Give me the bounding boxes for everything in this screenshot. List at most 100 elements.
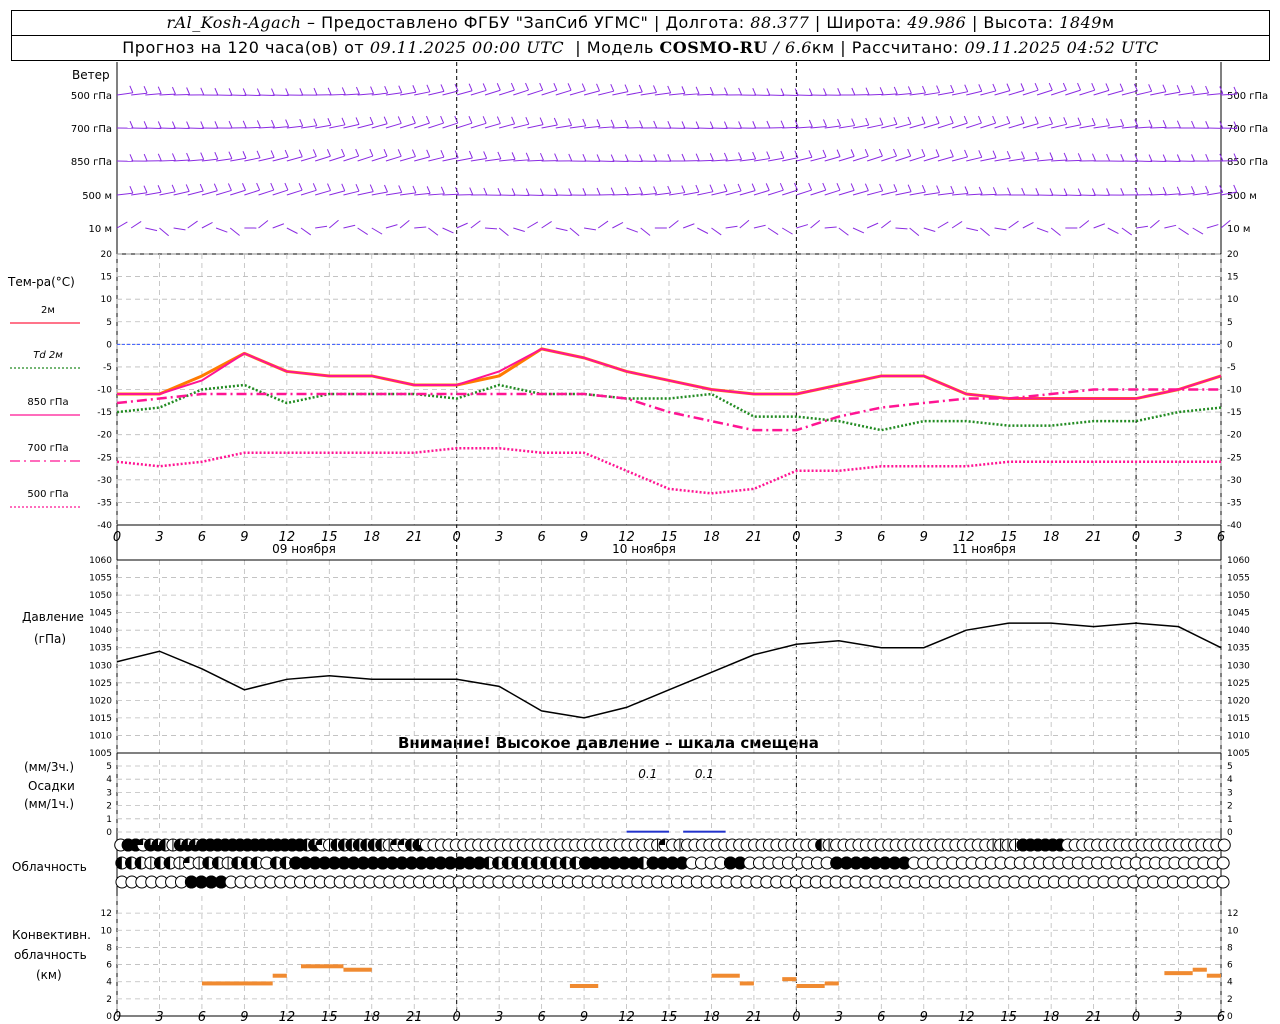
wind-barb: [1008, 220, 1019, 229]
hour-tick-label-bottom: 15: [661, 1010, 678, 1024]
wind-barb-feather: [1021, 151, 1025, 159]
wind-barb: [300, 227, 312, 236]
cloud-cover-half: [231, 857, 238, 869]
wind-barb-feather: [1133, 83, 1138, 92]
precip-tick-right: 1: [1227, 815, 1233, 825]
temp-tick-right: -40: [1227, 521, 1242, 531]
wind-barb-feather: [1034, 116, 1039, 124]
wind-barb-feather: [780, 88, 785, 96]
temp-tick-left: 0: [106, 340, 112, 350]
hour-tick-label: 12: [279, 530, 296, 545]
pressure-tick-left: 1015: [89, 714, 112, 724]
wind-barb: [1136, 160, 1153, 163]
wind-barb-feather: [525, 116, 530, 125]
cloud-cover-circle: [1216, 875, 1230, 889]
wind-barb: [1008, 89, 1025, 96]
wind-barb: [1150, 126, 1167, 129]
wind-barb-feather: [737, 183, 742, 192]
hour-tick-label-bottom: 18: [363, 1010, 380, 1024]
hour-tick-label: 0: [113, 530, 121, 545]
wind-barb-feather: [681, 121, 686, 129]
wind-barb: [923, 192, 940, 196]
pressure-tick-right: 1050: [1227, 591, 1250, 601]
wind-barb-feather: [1034, 83, 1039, 91]
wind-barb-feather: [1105, 118, 1110, 126]
wind-barb: [187, 190, 204, 196]
temp-tick-right: 15: [1227, 273, 1238, 283]
wind-barb: [1121, 227, 1132, 236]
wind-barb-feather: [1105, 83, 1110, 91]
wind-barb: [767, 157, 784, 162]
wind-barb-feather: [284, 182, 289, 191]
wind-barb-feather: [510, 82, 515, 91]
wind-level-label-right: 850 гПа: [1227, 157, 1268, 168]
wind-barb-feather: [1020, 116, 1025, 124]
wind-level-label-right: 500 м: [1227, 191, 1257, 202]
wind-barb: [428, 90, 445, 96]
hour-tick-label-bottom: 3: [495, 1010, 503, 1024]
wind-barb: [923, 122, 940, 129]
wind-barb: [937, 122, 954, 129]
temp-tick-left: -40: [97, 521, 112, 531]
wind-barb-feather: [1077, 153, 1082, 161]
hour-tick-label: 21: [406, 530, 423, 545]
wind-barb: [527, 124, 544, 129]
header-line-1: rAl_Kosh-Agach – Предоставлено ФГБУ "Зап…: [11, 10, 1270, 36]
pressure-tick-left: 1060: [89, 556, 112, 566]
wind-barb: [1022, 221, 1034, 229]
wind-barb: [739, 219, 750, 229]
wind-barb-feather: [1091, 188, 1096, 196]
hour-tick-label-bottom: 3: [155, 1010, 163, 1024]
temp-tick-right: 5: [1227, 318, 1233, 328]
wind-barb-feather: [299, 118, 304, 127]
wind-barb-feather: [411, 149, 416, 157]
wind-barb-feather: [709, 87, 714, 95]
wind-barb: [583, 227, 597, 231]
wind-barb: [357, 93, 374, 96]
temp-legend-label: 850 гПа: [27, 397, 68, 408]
wind-barb-feather: [567, 83, 572, 91]
wind-barb-feather: [483, 187, 488, 196]
wind-barb: [159, 127, 176, 130]
wind-barb-feather: [823, 88, 827, 96]
wind-barb-feather: [468, 83, 473, 91]
wind-barb-feather: [582, 118, 587, 127]
hour-tick-label: 15: [321, 530, 338, 545]
pressure-tick-left: 1035: [89, 644, 112, 654]
wind-barb: [668, 92, 685, 96]
temp-tick-left: -5: [103, 363, 112, 373]
wind-barb-feather: [1191, 154, 1195, 162]
wind-barb: [739, 158, 756, 162]
pressure-tick-left: 1005: [89, 749, 112, 759]
wind-barb-feather: [582, 153, 587, 162]
wind-barb: [385, 122, 402, 129]
wind-barb: [1065, 159, 1082, 162]
wind-barb-feather: [341, 117, 346, 126]
wind-barb: [286, 156, 303, 162]
wind-barb-feather: [1205, 153, 1210, 162]
wind-barb: [796, 126, 813, 129]
wind-barb: [456, 157, 473, 162]
wind-barb-feather: [681, 185, 686, 193]
hour-tick-label-bottom: 12: [958, 1010, 975, 1024]
wind-barb-feather: [766, 151, 771, 159]
wind-barb: [598, 160, 615, 163]
hour-tick-label: 9: [580, 530, 588, 545]
wind-barb: [343, 93, 360, 96]
wind-barb: [952, 193, 969, 196]
wind-barb-feather: [454, 83, 459, 92]
hour-tick-label: 3: [495, 530, 503, 545]
wind-barb: [1079, 194, 1096, 197]
wind-barb-feather: [780, 120, 785, 128]
wind-barb: [1192, 192, 1209, 196]
wind-barb: [527, 221, 539, 229]
wind-barb: [442, 90, 459, 96]
wind-barb-feather: [214, 121, 219, 129]
wind-barb-feather: [369, 148, 374, 157]
wind-barb: [824, 156, 841, 162]
wind-barb: [824, 189, 841, 196]
wind-barb-feather: [610, 119, 615, 128]
wind-barb: [159, 159, 176, 162]
wind-barb-feather: [822, 182, 827, 191]
wind-barb-feather: [483, 151, 488, 159]
